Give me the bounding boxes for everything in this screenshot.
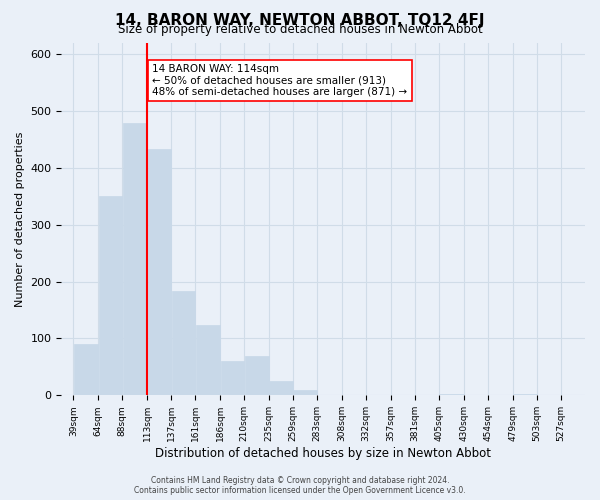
Text: Contains HM Land Registry data © Crown copyright and database right 2024.
Contai: Contains HM Land Registry data © Crown c… [134,476,466,495]
Bar [245,356,269,396]
Bar [74,344,98,396]
Bar [269,381,293,396]
Text: Size of property relative to detached houses in Newton Abbot: Size of property relative to detached ho… [118,22,482,36]
Y-axis label: Number of detached properties: Number of detached properties [15,131,25,306]
Bar [293,390,317,396]
Bar [98,196,122,396]
Bar [439,394,464,396]
Bar [514,394,537,396]
Text: 14, BARON WAY, NEWTON ABBOT, TQ12 4FJ: 14, BARON WAY, NEWTON ABBOT, TQ12 4FJ [115,12,485,28]
Bar [122,124,147,396]
Bar [172,291,195,396]
X-axis label: Distribution of detached houses by size in Newton Abbot: Distribution of detached houses by size … [155,447,491,460]
Bar [221,361,244,396]
Bar [196,325,220,396]
Bar [148,149,171,396]
Text: 14 BARON WAY: 114sqm
← 50% of detached houses are smaller (913)
48% of semi-deta: 14 BARON WAY: 114sqm ← 50% of detached h… [152,64,407,98]
